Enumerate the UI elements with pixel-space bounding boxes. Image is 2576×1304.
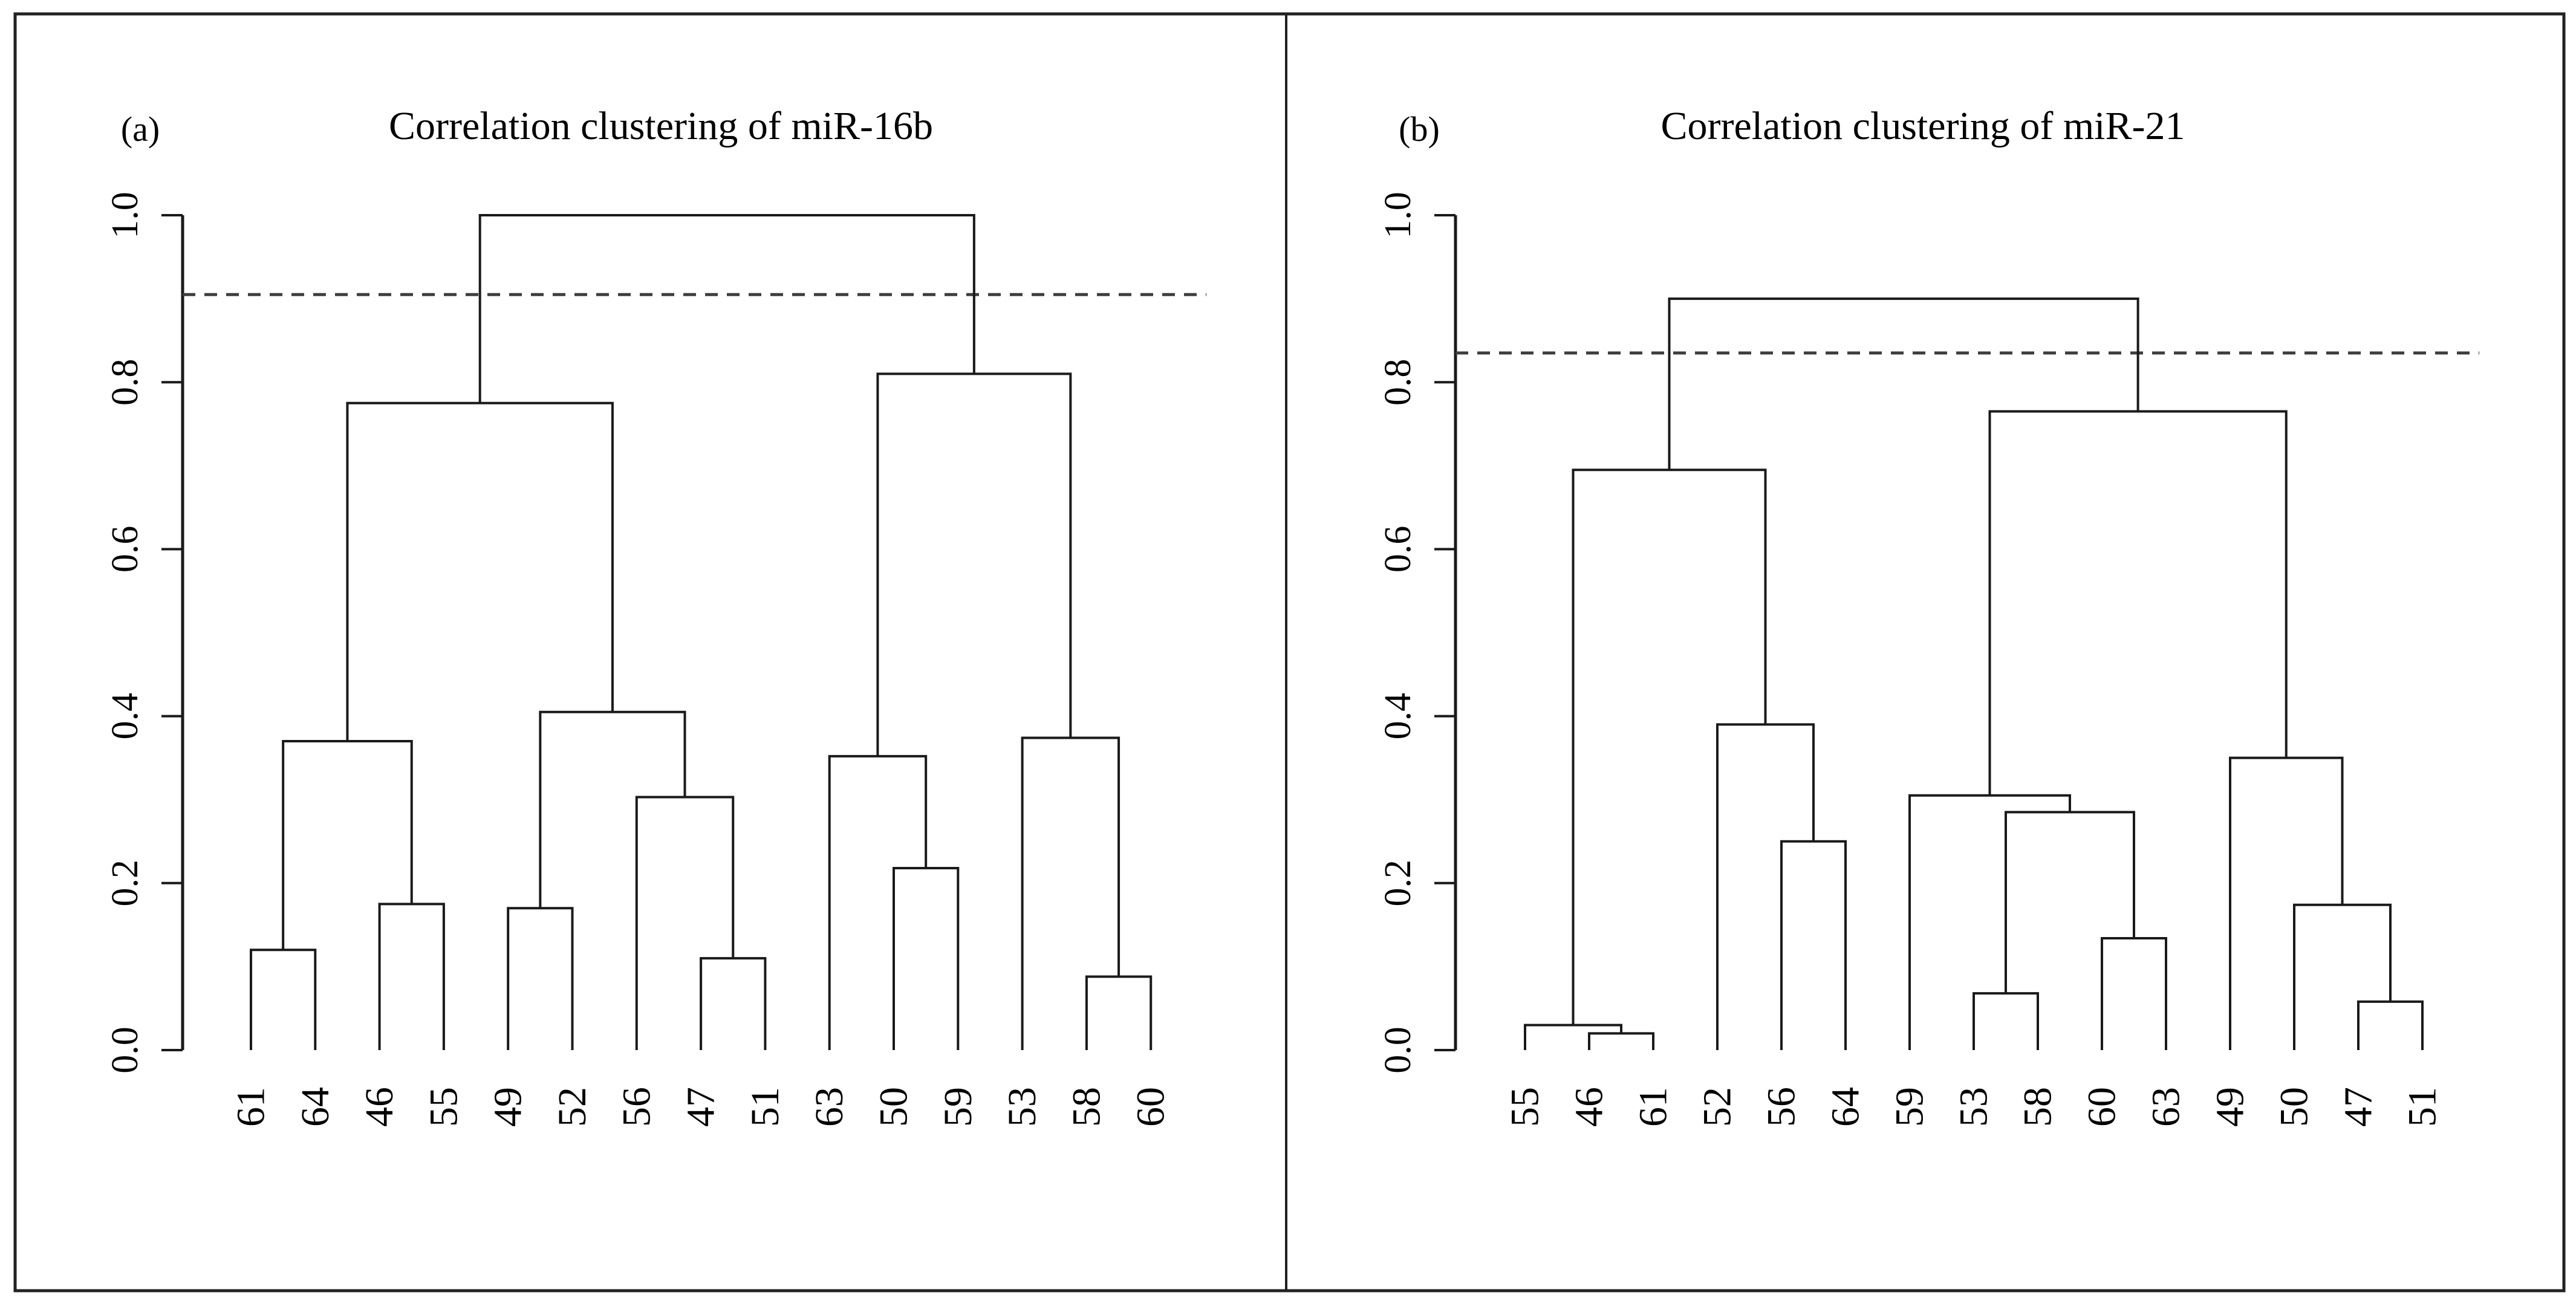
merge-link	[1988, 410, 2288, 796]
leaf-label: 64	[293, 1087, 337, 1127]
leaf-label: 53	[1952, 1087, 1996, 1127]
leaf-label: 60	[2080, 1087, 2124, 1127]
y-axis-tick-label: 0.8	[1377, 358, 1419, 406]
merge-link	[876, 372, 1072, 756]
leaf-label: 58	[2016, 1087, 2060, 1127]
leaf-label: 50	[2272, 1087, 2317, 1127]
leaf-label: 49	[486, 1087, 530, 1127]
leaf-label: 51	[2401, 1087, 2445, 1127]
leaf-label: 60	[1129, 1087, 1173, 1127]
merge-link	[478, 214, 975, 403]
figure-border	[13, 12, 2566, 1293]
dendrogram-b: 0.0 0.2 0.4 0.6 0.8 1.0 55 46 61 52 56 64 59 53 58 60 63…	[1377, 192, 2479, 1127]
leaf-label: 53	[1000, 1087, 1044, 1127]
leaf-label: 63	[2144, 1087, 2188, 1127]
y-axis-tick-label: 0.2	[105, 860, 146, 907]
leaf-label: 64	[1824, 1087, 1868, 1127]
leaf-label: 50	[872, 1087, 916, 1127]
panel-b-letter: (b)	[1399, 109, 1440, 149]
merge-link	[1908, 794, 2071, 1050]
merge-link	[346, 401, 614, 742]
leaf-label: 61	[1631, 1087, 1676, 1127]
merge-link	[1085, 975, 1153, 1050]
leaf-label: 56	[614, 1087, 659, 1127]
merge-link	[2357, 1000, 2424, 1050]
leaf-label: 51	[743, 1087, 787, 1127]
merge-link	[1668, 297, 2139, 470]
merge-link	[893, 866, 960, 1050]
merge-link	[2005, 811, 2135, 994]
merge-link	[828, 754, 928, 1050]
leaf-label: 59	[936, 1087, 980, 1127]
leaf-label: 59	[1888, 1087, 1932, 1127]
y-axis-tick-label: 1.0	[1377, 192, 1419, 239]
merge-link	[282, 740, 413, 950]
y-axis-tick-label: 0.8	[105, 358, 146, 406]
panel-a-title: Correlation clustering of miR-16b	[389, 104, 933, 148]
leaf-label: 55	[1503, 1087, 1547, 1127]
merge-link	[250, 949, 317, 1050]
leaf-label: 56	[1760, 1087, 1804, 1127]
leaf-label: 49	[2208, 1087, 2252, 1127]
merge-link	[2101, 936, 2167, 1050]
merge-link	[635, 796, 735, 1050]
leaf-label: 46	[357, 1087, 402, 1127]
y-axis-tick-label: 1.0	[105, 192, 146, 239]
merge-link	[2293, 903, 2392, 1050]
merge-link	[1021, 736, 1120, 1050]
leaf-label: 58	[1064, 1087, 1108, 1127]
merge-link	[539, 710, 686, 909]
leaf-label: 47	[2337, 1087, 2381, 1127]
y-axis-tick-label: 0.4	[1377, 693, 1419, 740]
y-axis-tick-label: 0.0	[105, 1027, 146, 1074]
merge-link	[1716, 723, 1815, 1050]
leaf-label: 52	[550, 1087, 594, 1127]
panel-a-letter: (a)	[121, 109, 160, 149]
y-axis-tick-label: 0.4	[105, 693, 146, 740]
merge-link	[1572, 469, 1767, 1025]
leaf-label: 63	[807, 1087, 851, 1127]
merge-link	[1973, 992, 2039, 1050]
leaf-label: 61	[229, 1087, 273, 1127]
dendrogram-a: 0.0 0.2 0.4 0.6 0.8 1.0 61 64 46 55 49 52 56 47 51 63 50…	[105, 192, 1206, 1127]
merge-link	[378, 903, 445, 1050]
merge-link	[507, 907, 574, 1050]
y-axis-tick-label: 0.0	[1377, 1027, 1419, 1074]
y-axis-tick-label: 0.2	[1377, 860, 1419, 907]
y-axis-tick-label: 0.6	[1377, 526, 1419, 573]
merge-link	[1588, 1032, 1654, 1050]
merge-link	[700, 957, 767, 1050]
leaf-label: 47	[679, 1087, 723, 1127]
leaf-label: 46	[1567, 1087, 1612, 1127]
merge-link	[1524, 1023, 1622, 1050]
merge-link	[1780, 840, 1847, 1050]
y-axis-tick-label: 0.6	[105, 526, 146, 573]
panel-b-title: Correlation clustering of miR-21	[1661, 104, 2185, 148]
leaf-label: 55	[421, 1087, 466, 1127]
leaf-label: 52	[1696, 1087, 1740, 1127]
